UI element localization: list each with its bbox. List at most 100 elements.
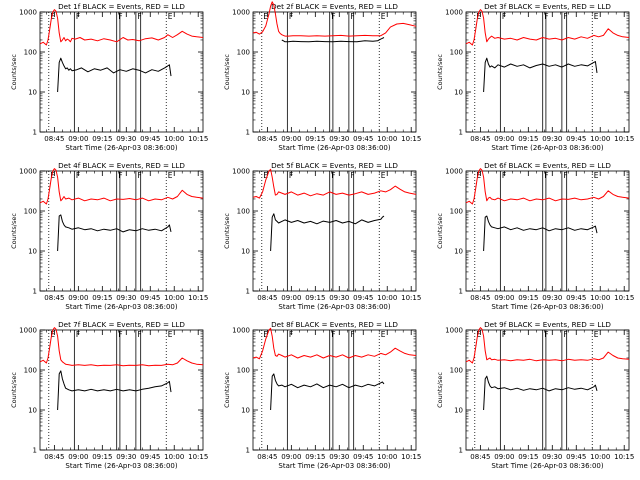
marker-label: F xyxy=(331,330,335,339)
plot-frame xyxy=(39,170,204,292)
x-tick-label: 09:00 xyxy=(281,135,301,143)
marker-label: F xyxy=(563,330,567,339)
marker-label: F xyxy=(350,171,354,180)
marker-label: F xyxy=(544,171,548,180)
y-tick-label: 10 xyxy=(28,248,37,256)
marker-label: E xyxy=(50,12,55,21)
marker-label: E xyxy=(594,12,599,21)
x-tick-label: 09:15 xyxy=(305,294,325,302)
marker-label: E xyxy=(381,12,386,21)
plot-frame xyxy=(465,11,630,133)
x-tick-label: 09:00 xyxy=(68,453,88,461)
x-tick-label: 10:15 xyxy=(614,453,634,461)
series-line-lld xyxy=(39,168,204,205)
x-axis-label: Start Time (26-Apr-03 08:36:00) xyxy=(278,462,390,470)
plot-frame xyxy=(252,329,417,451)
marker-label: E xyxy=(168,171,173,180)
plot-frame xyxy=(252,170,417,292)
series-line-events xyxy=(483,375,598,411)
chart-panel-1: Det 1f BLACK = Events, RED = LLD 1 10 100 10… xyxy=(10,2,208,152)
chart-title: Det 1f BLACK = Events, RED = LLD xyxy=(58,2,185,11)
x-axis-label: Start Time (26-Apr-03 08:36:00) xyxy=(491,303,603,311)
y-tick-label: 100 xyxy=(237,208,250,216)
chart-panel-7: Det 7f BLACK = Events, RED = LLD 1 10 100 10… xyxy=(10,320,208,470)
marker-label: E xyxy=(50,330,55,339)
y-tick-label: 1 xyxy=(459,129,463,137)
y-axis-label: Counts/sec xyxy=(223,372,231,408)
y-tick-label: 100 xyxy=(450,367,463,375)
x-axis-label: Start Time (26-Apr-03 08:36:00) xyxy=(65,303,177,311)
y-tick-label: 1 xyxy=(246,288,250,296)
series-line-events xyxy=(270,213,385,252)
x-axis-label: Start Time (26-Apr-03 08:36:00) xyxy=(278,144,390,152)
y-tick-label: 1 xyxy=(33,129,37,137)
marker-label: F xyxy=(76,12,80,21)
y-tick-label: 100 xyxy=(237,49,250,57)
series-line-events xyxy=(57,370,172,411)
x-tick-label: 10:15 xyxy=(401,135,421,143)
y-tick-label: 100 xyxy=(24,208,37,216)
x-tick-label: 08:45 xyxy=(470,135,490,143)
x-tick-label: 09:15 xyxy=(518,294,538,302)
series-line-lld xyxy=(252,168,417,199)
chart-panel-4: Det 4f BLACK = Events, RED = LLD 1 10 100 10… xyxy=(10,161,208,311)
y-tick-label: 10 xyxy=(28,407,37,415)
y-tick-label: 1 xyxy=(459,288,463,296)
y-tick-label: 100 xyxy=(24,49,37,57)
x-tick-label: 09:45 xyxy=(566,294,586,302)
x-tick-label: 09:30 xyxy=(329,294,349,302)
series-line-events xyxy=(281,37,385,43)
chart-title: Det 7f BLACK = Events, RED = LLD xyxy=(58,320,185,329)
chart-panel-9: Det 9f BLACK = Events, RED = LLD 1 10 100 10… xyxy=(436,320,634,470)
chart-panel-8: Det 8f BLACK = Events, RED = LLD 1 10 100 10… xyxy=(223,320,421,470)
x-tick-label: 10:15 xyxy=(188,453,208,461)
x-tick-label: 09:45 xyxy=(566,135,586,143)
y-tick-label: 1000 xyxy=(445,327,463,335)
chart-title: Det 8f BLACK = Events, RED = LLD xyxy=(271,320,398,329)
chart-panel-6: Det 6f BLACK = Events, RED = LLD 1 10 100 10… xyxy=(436,161,634,311)
y-tick-label: 1000 xyxy=(445,168,463,176)
chart-title: Det 4f BLACK = Events, RED = LLD xyxy=(58,161,185,170)
series-line-events xyxy=(270,373,385,411)
marker-label: F xyxy=(76,330,80,339)
x-tick-label: 09:45 xyxy=(566,453,586,461)
x-tick-label: 09:00 xyxy=(68,135,88,143)
chart-title: Det 6f BLACK = Events, RED = LLD xyxy=(484,161,611,170)
x-tick-label: 09:15 xyxy=(518,135,538,143)
y-tick-label: 1000 xyxy=(445,9,463,17)
y-axis-label: Counts/sec xyxy=(223,54,231,90)
chart-title: Det 5f BLACK = Events, RED = LLD xyxy=(271,161,398,170)
marker-label: F xyxy=(502,330,506,339)
chart-title: Det 2f BLACK = Events, RED = LLD xyxy=(271,2,398,11)
x-tick-label: 10:15 xyxy=(401,294,421,302)
x-tick-label: 09:30 xyxy=(116,135,136,143)
x-tick-label: 09:15 xyxy=(92,135,112,143)
marker-label: E xyxy=(594,330,599,339)
marker-label: F xyxy=(118,12,122,21)
marker-label: E xyxy=(263,330,268,339)
y-axis-label: Counts/sec xyxy=(436,213,444,249)
x-tick-label: 08:45 xyxy=(470,294,490,302)
x-tick-label: 09:15 xyxy=(305,135,325,143)
y-tick-label: 10 xyxy=(241,407,250,415)
plot-frame xyxy=(39,329,204,451)
marker-label: E xyxy=(168,12,173,21)
y-tick-label: 100 xyxy=(450,208,463,216)
x-tick-label: 09:30 xyxy=(542,453,562,461)
y-tick-label: 10 xyxy=(241,248,250,256)
marker-label: F xyxy=(137,12,141,21)
series-line-lld xyxy=(465,9,630,46)
x-tick-label: 10:00 xyxy=(164,294,184,302)
marker-label: F xyxy=(289,171,293,180)
x-tick-label: 09:45 xyxy=(353,135,373,143)
x-tick-label: 08:45 xyxy=(44,294,64,302)
x-tick-label: 10:00 xyxy=(590,294,610,302)
series-line-lld xyxy=(465,327,630,364)
marker-label: E xyxy=(476,171,481,180)
x-tick-label: 09:30 xyxy=(329,135,349,143)
series-line-lld xyxy=(252,327,417,360)
marker-label: F xyxy=(137,171,141,180)
x-tick-label: 08:45 xyxy=(44,135,64,143)
x-axis-label: Start Time (26-Apr-03 08:36:00) xyxy=(491,462,603,470)
x-tick-label: 10:15 xyxy=(614,135,634,143)
